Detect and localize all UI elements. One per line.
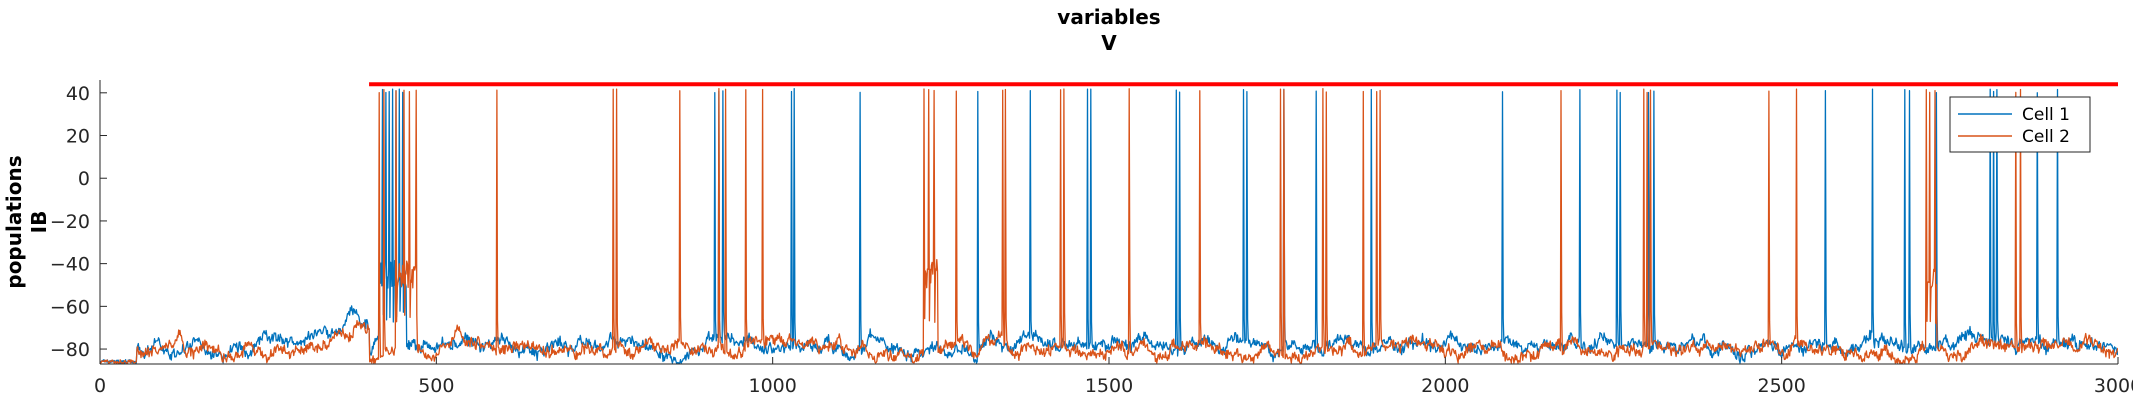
series-line-cell-1 [100,87,2118,364]
y-tick-label: −80 [50,339,90,361]
y-tick-label: −40 [50,254,90,276]
y-tick-label: −60 [50,296,90,318]
x-tick-label: 1500 [1085,375,1133,397]
y-tick-label: 20 [66,126,90,148]
x-tick-label: 2500 [1757,375,1805,397]
series-line-cell-2 [100,88,2118,364]
series-layer [100,82,2118,364]
y-axis-label-ib: IB [27,211,51,234]
axes-layer: 0 500 1000 1500 2000 2500 3000 −80 −60 −40 −20 0 20 4… [50,80,2133,397]
legend-label-cell-2: Cell 2 [2022,127,2070,147]
chart-subtitle: V [1101,31,1117,55]
x-tick-label: 2000 [1421,375,1469,397]
y-tick-label: 40 [66,83,90,105]
x-tick-label: 1000 [748,375,796,397]
x-tick-label: 3000 [2094,375,2133,397]
y-tick-label: −20 [50,211,90,233]
legend: Cell 1 Cell 2 [1949,96,2091,153]
chart-title: variables [1057,5,1160,29]
legend-box [1949,96,2091,153]
x-tick-label: 0 [94,375,106,397]
legend-label-cell-1: Cell 1 [2022,105,2070,125]
x-tick-label: 500 [418,375,454,397]
y-axis-label-populations: populations [2,155,26,288]
y-tick-label: 0 [78,168,90,190]
